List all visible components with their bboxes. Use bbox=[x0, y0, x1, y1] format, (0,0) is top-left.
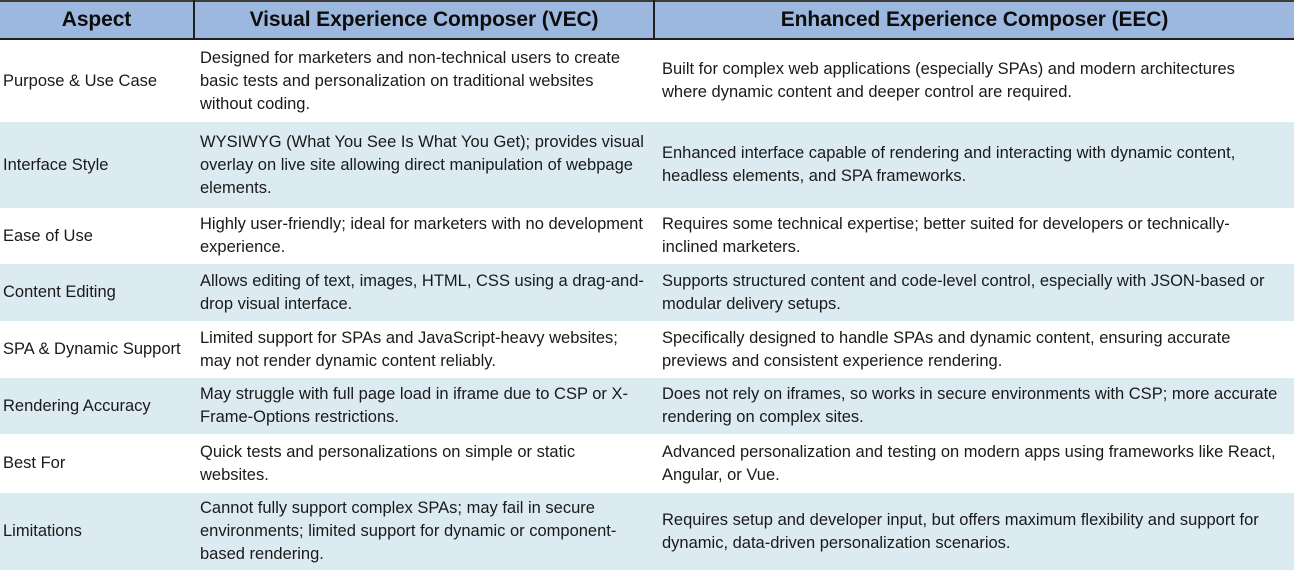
cell-aspect: Rendering Accuracy bbox=[0, 378, 194, 434]
column-header-vec: Visual Experience Composer (VEC) bbox=[194, 0, 655, 40]
cell-eec: Enhanced interface capable of rendering … bbox=[654, 122, 1294, 208]
cell-eec: Does not rely on iframes, so works in se… bbox=[654, 378, 1294, 434]
cell-vec: Designed for marketers and non-technical… bbox=[194, 39, 654, 122]
table-row: Limitations Cannot fully support complex… bbox=[0, 493, 1294, 570]
table-header-row: Aspect Visual Experience Composer (VEC) … bbox=[0, 0, 1294, 40]
table-body: Purpose & Use Case Designed for marketer… bbox=[0, 39, 1294, 570]
cell-aspect: Content Editing bbox=[0, 264, 194, 321]
cell-eec: Supports structured content and code-lev… bbox=[654, 264, 1294, 321]
cell-vec: May struggle with full page load in ifra… bbox=[194, 378, 654, 434]
cell-vec: Limited support for SPAs and JavaScript-… bbox=[194, 321, 654, 378]
column-header-aspect: Aspect bbox=[0, 0, 195, 40]
cell-vec: WYSIWYG (What You See Is What You Get); … bbox=[194, 122, 654, 208]
cell-vec: Allows editing of text, images, HTML, CS… bbox=[194, 264, 654, 321]
cell-eec: Built for complex web applications (espe… bbox=[654, 39, 1294, 122]
cell-aspect: Limitations bbox=[0, 493, 194, 570]
cell-aspect: Interface Style bbox=[0, 122, 194, 208]
cell-aspect: SPA & Dynamic Support bbox=[0, 321, 194, 378]
cell-eec: Advanced personalization and testing on … bbox=[654, 434, 1294, 493]
cell-aspect: Purpose & Use Case bbox=[0, 39, 194, 122]
cell-eec: Requires setup and developer input, but … bbox=[654, 493, 1294, 570]
table-row: Rendering Accuracy May struggle with ful… bbox=[0, 378, 1294, 434]
cell-eec: Specifically designed to handle SPAs and… bbox=[654, 321, 1294, 378]
table-row: Content Editing Allows editing of text, … bbox=[0, 264, 1294, 321]
table-header: Aspect Visual Experience Composer (VEC) … bbox=[0, 0, 1294, 40]
cell-vec: Highly user-friendly; ideal for marketer… bbox=[194, 208, 654, 264]
cell-vec: Cannot fully support complex SPAs; may f… bbox=[194, 493, 654, 570]
cell-eec: Requires some technical expertise; bette… bbox=[654, 208, 1294, 264]
cell-vec: Quick tests and personalizations on simp… bbox=[194, 434, 654, 493]
cell-aspect: Ease of Use bbox=[0, 208, 194, 264]
cell-aspect: Best For bbox=[0, 434, 194, 493]
table-row: Ease of Use Highly user-friendly; ideal … bbox=[0, 208, 1294, 264]
table-row: Interface Style WYSIWYG (What You See Is… bbox=[0, 122, 1294, 208]
table-row: Best For Quick tests and personalization… bbox=[0, 434, 1294, 493]
column-header-eec: Enhanced Experience Composer (EEC) bbox=[654, 0, 1294, 40]
table-row: Purpose & Use Case Designed for marketer… bbox=[0, 39, 1294, 122]
table-row: SPA & Dynamic Support Limited support fo… bbox=[0, 321, 1294, 378]
